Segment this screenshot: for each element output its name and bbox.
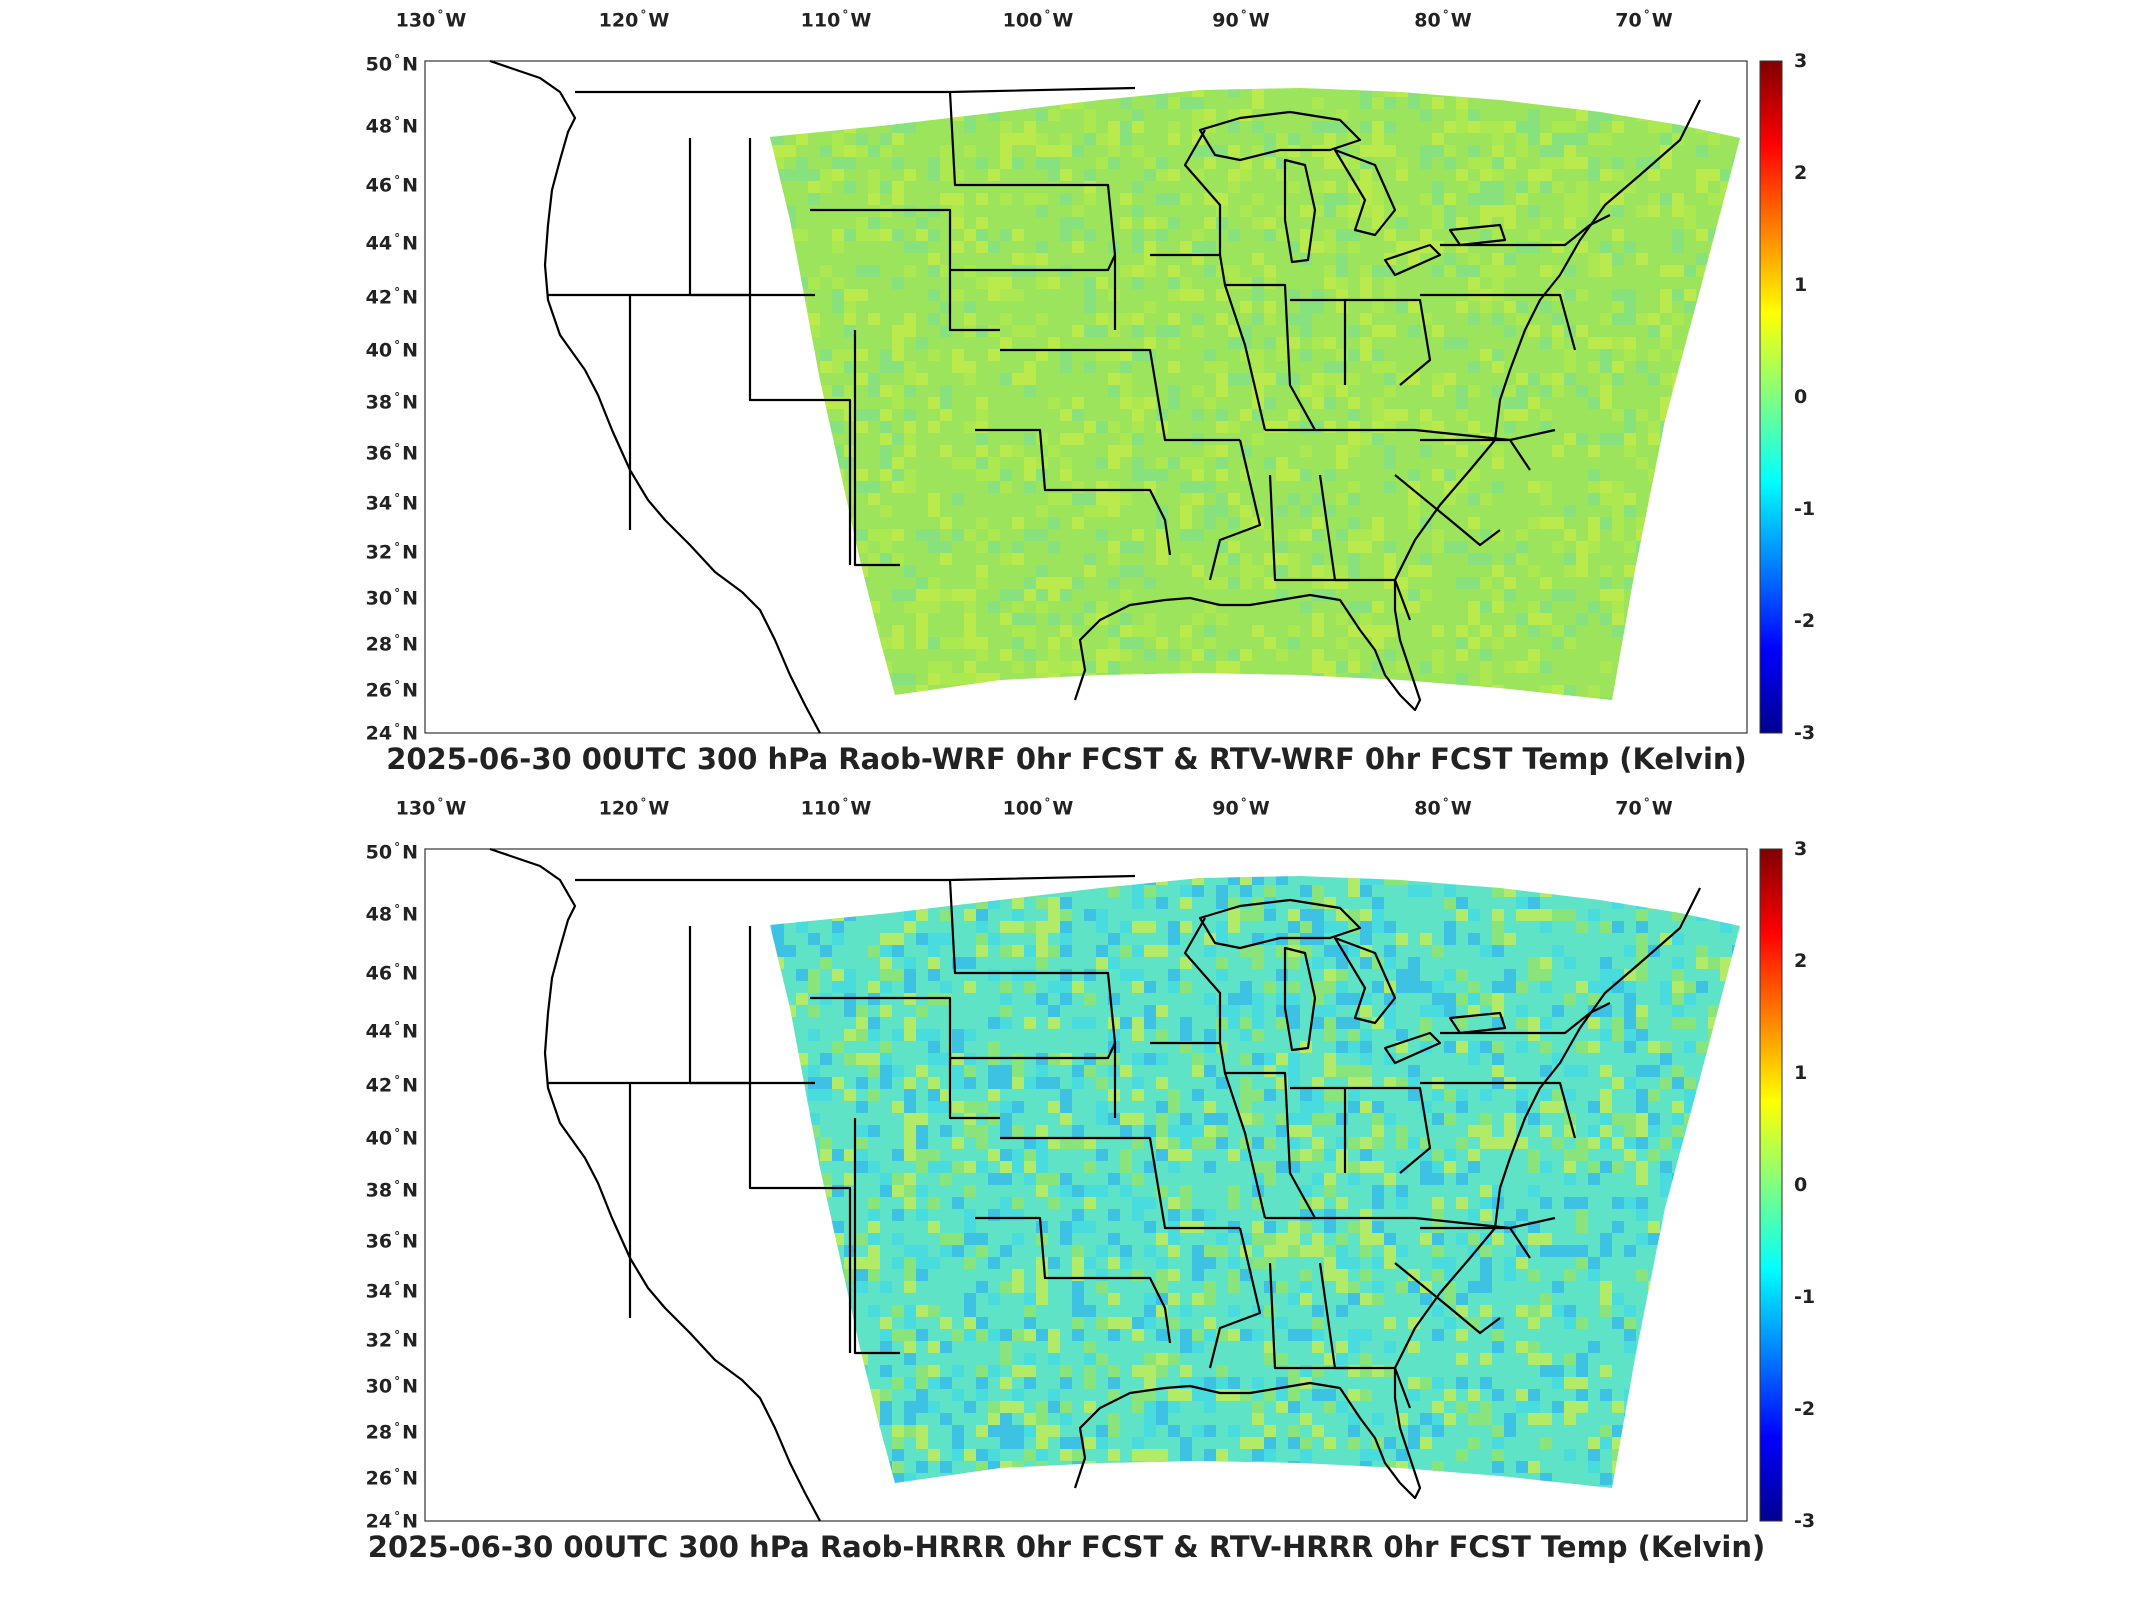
longitude-label: 120 ° W [598, 796, 670, 820]
colorbar-tick-label: 0 [1794, 1174, 1808, 1196]
longitude-label: 130 ° W [395, 796, 467, 820]
latitude-label: 36 ° N [365, 1229, 418, 1253]
latitude-label: 24 ° N [365, 1509, 418, 1533]
state-and-coast-boundaries [489, 59, 1701, 734]
latitude-label: 42 ° N [365, 285, 418, 309]
latitude-label: 50 ° N [365, 840, 418, 864]
colorbar-tick-label: 1 [1794, 1062, 1808, 1084]
colorbar [1759, 848, 1783, 1522]
colorbar-tick-label: 3 [1794, 50, 1808, 72]
state-and-coast-boundaries [489, 847, 1701, 1522]
map-canvas [424, 59, 1783, 734]
colorbar-tick-label: -3 [1794, 722, 1816, 744]
colorbar-tick-label: -3 [1794, 1510, 1816, 1532]
longitude-label: 80 ° W [1414, 8, 1472, 32]
longitude-label: 70 ° W [1615, 796, 1673, 820]
latitude-label: 46 ° N [365, 961, 418, 985]
latitude-label: 28 ° N [365, 632, 418, 656]
temperature-difference-field [770, 88, 1740, 700]
latitude-label: 36 ° N [365, 441, 418, 465]
latitude-label: 26 ° N [365, 678, 418, 702]
latitude-label: 32 ° N [365, 540, 418, 564]
latitude-label: 40 ° N [365, 1126, 418, 1150]
colorbar-tick-label: -1 [1794, 498, 1816, 520]
latitude-label: 50 ° N [365, 52, 418, 76]
longitude-label: 90 ° W [1212, 8, 1270, 32]
latitude-label: 32 ° N [365, 1328, 418, 1352]
latitude-label: 48 ° N [365, 114, 418, 138]
colorbar-tick-label: -2 [1794, 610, 1816, 632]
latitude-label: 30 ° N [365, 1374, 418, 1398]
colorbar-tick-label: 2 [1794, 950, 1808, 972]
longitude-label: 120 ° W [598, 8, 670, 32]
latitude-label: 34 ° N [365, 491, 418, 515]
longitude-label: 100 ° W [1002, 796, 1074, 820]
latitude-label: 46 ° N [365, 173, 418, 197]
longitude-label: 70 ° W [1615, 8, 1673, 32]
latitude-label: 38 ° N [365, 1178, 418, 1202]
longitude-label: 130 ° W [395, 8, 467, 32]
latitude-label: 44 ° N [365, 231, 418, 255]
latitude-label: 30 ° N [365, 586, 418, 610]
latitude-label: 38 ° N [365, 390, 418, 414]
longitude-label: 80 ° W [1414, 796, 1472, 820]
map-canvas [424, 847, 1783, 1522]
latitude-label: 40 ° N [365, 338, 418, 362]
longitude-label: 90 ° W [1212, 796, 1270, 820]
latitude-label: 48 ° N [365, 902, 418, 926]
map-title: 2025-06-30 00UTC 300 hPa Raob-HRRR 0hr F… [367, 1530, 1766, 1564]
map-title: 2025-06-30 00UTC 300 hPa Raob-WRF 0hr FC… [386, 742, 1747, 776]
latitude-label: 42 ° N [365, 1073, 418, 1097]
hrrr-difference-map-panel: 130 ° W 120 ° W 110 ° W 100 ° W 90 ° W 80 ° W 70 ° W 50 ° N 48 ° N… [0, 788, 2133, 1588]
latitude-label: 44 ° N [365, 1019, 418, 1043]
colorbar-tick-label: 3 [1794, 838, 1808, 860]
latitude-label: 26 ° N [365, 1466, 418, 1490]
colorbar-tick-label: -1 [1794, 1286, 1816, 1308]
latitude-label: 34 ° N [365, 1279, 418, 1303]
longitude-label: 110 ° W [800, 8, 872, 32]
latitude-label: 28 ° N [365, 1420, 418, 1444]
colorbar-tick-label: 0 [1794, 386, 1808, 408]
colorbar [1759, 60, 1783, 734]
colorbar-tick-label: 2 [1794, 162, 1808, 184]
colorbar-tick-label: 1 [1794, 274, 1808, 296]
latitude-label: 24 ° N [365, 721, 418, 745]
longitude-label: 100 ° W [1002, 8, 1074, 32]
longitude-label: 110 ° W [800, 796, 872, 820]
wrf-difference-map-panel: 130 ° W 120 ° W 110 ° W 100 ° W 90 ° W 80 ° W 70 ° W 50 ° N 48 ° N… [365, 8, 1816, 776]
colorbar-tick-label: -2 [1794, 1398, 1816, 1420]
